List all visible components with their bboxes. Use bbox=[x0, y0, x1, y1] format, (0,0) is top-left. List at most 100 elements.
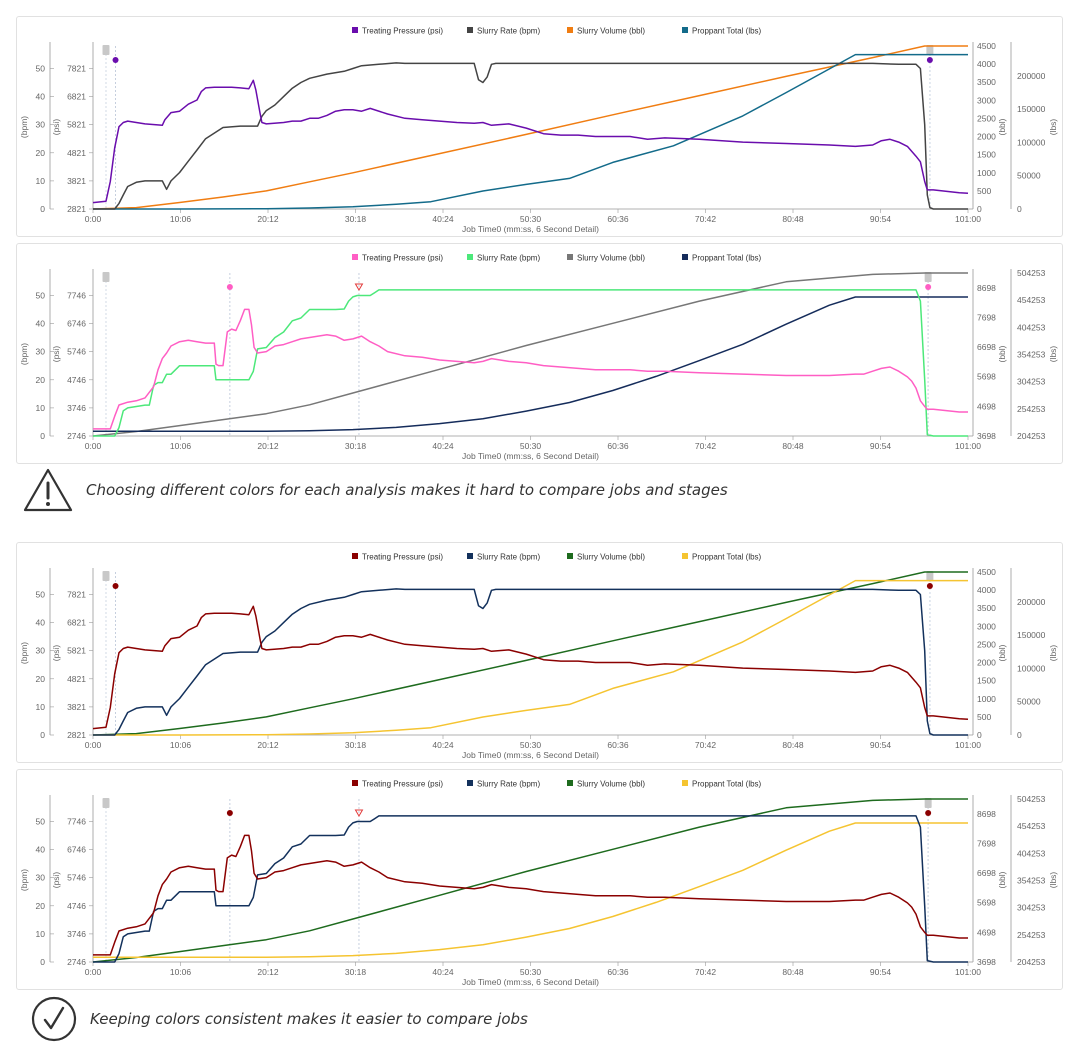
x-tick-label: 0:00 bbox=[85, 214, 102, 224]
bpm-axis-label: (bpm) bbox=[19, 869, 29, 891]
bpm-axis-label: (bpm) bbox=[19, 116, 29, 138]
flag-marker-0 bbox=[102, 571, 110, 581]
series-line-1 bbox=[93, 62, 968, 210]
legend-label-1: Slurry Rate (bpm) bbox=[477, 780, 540, 789]
chart-panel-3: Treating Pressure (psi) Slurry Rate (bpm)… bbox=[16, 542, 1063, 763]
series-line-0 bbox=[92, 605, 969, 730]
psi-tick-label: 4746 bbox=[67, 901, 86, 911]
psi-tick-label: 5821 bbox=[67, 646, 86, 656]
psi-axis-label: (psi) bbox=[51, 346, 61, 363]
bpm-tick-label: 40 bbox=[36, 845, 46, 855]
x-tick-label: 60:36 bbox=[607, 740, 629, 750]
chart-panel-2: Treating Pressure (psi) Slurry Rate (bpm)… bbox=[16, 243, 1063, 464]
bpm-tick-label: 40 bbox=[36, 319, 46, 329]
psi-tick-label: 7821 bbox=[67, 589, 86, 599]
legend-swatch-1 bbox=[467, 27, 473, 33]
bpm-tick-label: 30 bbox=[36, 347, 46, 357]
legend-swatch-3 bbox=[682, 254, 688, 260]
bpm-tick-label: 20 bbox=[36, 901, 46, 911]
lbs-tick-label: 304253 bbox=[1017, 903, 1046, 913]
series-line-2 bbox=[92, 272, 968, 437]
warning-triangle-icon bbox=[23, 468, 73, 512]
x-tick-label: 40:24 bbox=[432, 740, 454, 750]
note-good: Keeping colors consistent makes it easie… bbox=[30, 994, 528, 1044]
legend-label-3: Proppant Total (lbs) bbox=[692, 553, 762, 562]
x-tick-label: 10:06 bbox=[170, 967, 192, 977]
x-tick-label: 40:24 bbox=[432, 214, 454, 224]
x-tick-label: 0:00 bbox=[85, 967, 102, 977]
x-tick-label: 0:00 bbox=[85, 441, 102, 451]
chart-3: Treating Pressure (psi) Slurry Rate (bpm)… bbox=[19, 553, 1058, 761]
event-dot-2 bbox=[925, 810, 932, 816]
legend-label-2: Slurry Volume (bbl) bbox=[577, 780, 645, 789]
psi-tick-label: 5821 bbox=[67, 120, 86, 130]
bbl-axis-label: (bbl) bbox=[997, 644, 1007, 661]
x-tick-label: 50:30 bbox=[520, 214, 542, 224]
bbl-tick-label: 1500 bbox=[977, 150, 996, 160]
bpm-tick-label: 50 bbox=[36, 816, 46, 826]
flag-marker-0 bbox=[102, 45, 110, 55]
note-good-text: Keeping colors consistent makes it easie… bbox=[90, 1010, 528, 1028]
lbs-tick-label: 100000 bbox=[1017, 663, 1046, 673]
bpm-axis-label: (bpm) bbox=[19, 642, 29, 664]
bbl-axis-label: (bbl) bbox=[997, 871, 1007, 888]
legend-swatch-1 bbox=[467, 553, 473, 559]
x-tick-label: 40:24 bbox=[432, 967, 454, 977]
lbs-tick-label: 100000 bbox=[1017, 137, 1046, 147]
x-tick-label: 101:00 bbox=[955, 441, 981, 451]
x-tick-label: 101:00 bbox=[955, 214, 981, 224]
series-line-1 bbox=[93, 289, 968, 437]
flag-marker-1 bbox=[926, 571, 934, 581]
bbl-tick-label: 7698 bbox=[977, 312, 996, 322]
psi-tick-label: 4746 bbox=[67, 375, 86, 385]
lbs-tick-label: 304253 bbox=[1017, 377, 1046, 387]
x-tick-label: 101:00 bbox=[955, 740, 981, 750]
lbs-tick-label: 504253 bbox=[1017, 268, 1046, 278]
psi-tick-label: 3821 bbox=[67, 702, 86, 712]
bbl-tick-label: 8698 bbox=[977, 283, 996, 293]
bbl-tick-label: 1000 bbox=[977, 694, 996, 704]
psi-tick-label: 2746 bbox=[67, 431, 86, 441]
bpm-tick-label: 10 bbox=[36, 403, 46, 413]
bpm-tick-label: 0 bbox=[40, 431, 45, 441]
bbl-axis-label: (bbl) bbox=[997, 118, 1007, 135]
x-tick-label: 30:18 bbox=[345, 441, 367, 451]
x-tick-label: 30:18 bbox=[345, 214, 367, 224]
lbs-tick-label: 454253 bbox=[1017, 295, 1046, 305]
x-tick-label: 50:30 bbox=[520, 441, 542, 451]
legend-label-1: Slurry Rate (bpm) bbox=[477, 27, 540, 36]
legend-swatch-0 bbox=[352, 553, 358, 559]
note-bad-text: Choosing different colors for each analy… bbox=[86, 481, 728, 499]
psi-axis-label: (psi) bbox=[51, 645, 61, 662]
lbs-tick-label: 50000 bbox=[1017, 171, 1041, 181]
bpm-tick-label: 0 bbox=[40, 204, 45, 214]
bbl-tick-label: 4500 bbox=[977, 567, 996, 577]
bbl-tick-label: 3698 bbox=[977, 957, 996, 967]
bbl-tick-label: 4000 bbox=[977, 585, 996, 595]
bpm-tick-label: 30 bbox=[36, 120, 46, 130]
x-tick-label: 10:06 bbox=[170, 740, 192, 750]
legend-swatch-3 bbox=[682, 553, 688, 559]
lbs-tick-label: 454253 bbox=[1017, 821, 1046, 831]
event-dot-1 bbox=[926, 57, 933, 63]
event-dot-1 bbox=[926, 583, 933, 589]
legend-label-1: Slurry Rate (bpm) bbox=[477, 254, 540, 263]
bpm-tick-label: 20 bbox=[36, 674, 46, 684]
x-tick-label: 80:48 bbox=[782, 967, 804, 977]
lbs-tick-label: 354253 bbox=[1017, 350, 1046, 360]
lbs-tick-label: 200000 bbox=[1017, 71, 1046, 81]
lbs-tick-label: 404253 bbox=[1017, 322, 1046, 332]
lbs-tick-label: 0 bbox=[1017, 730, 1022, 740]
legend-label-0: Treating Pressure (psi) bbox=[362, 254, 443, 263]
event-triangle-1 bbox=[354, 809, 364, 817]
bpm-tick-label: 10 bbox=[36, 702, 46, 712]
legend-label-0: Treating Pressure (psi) bbox=[362, 27, 443, 36]
bbl-tick-label: 5698 bbox=[977, 372, 996, 382]
event-dot-0 bbox=[226, 810, 233, 816]
chart-1: Treating Pressure (psi) Slurry Rate (bpm)… bbox=[19, 27, 1058, 235]
series-line-1 bbox=[93, 588, 968, 736]
series-line-0 bbox=[93, 308, 968, 430]
legend-swatch-3 bbox=[682, 27, 688, 33]
lbs-tick-label: 254253 bbox=[1017, 930, 1046, 940]
bbl-tick-label: 500 bbox=[977, 712, 991, 722]
